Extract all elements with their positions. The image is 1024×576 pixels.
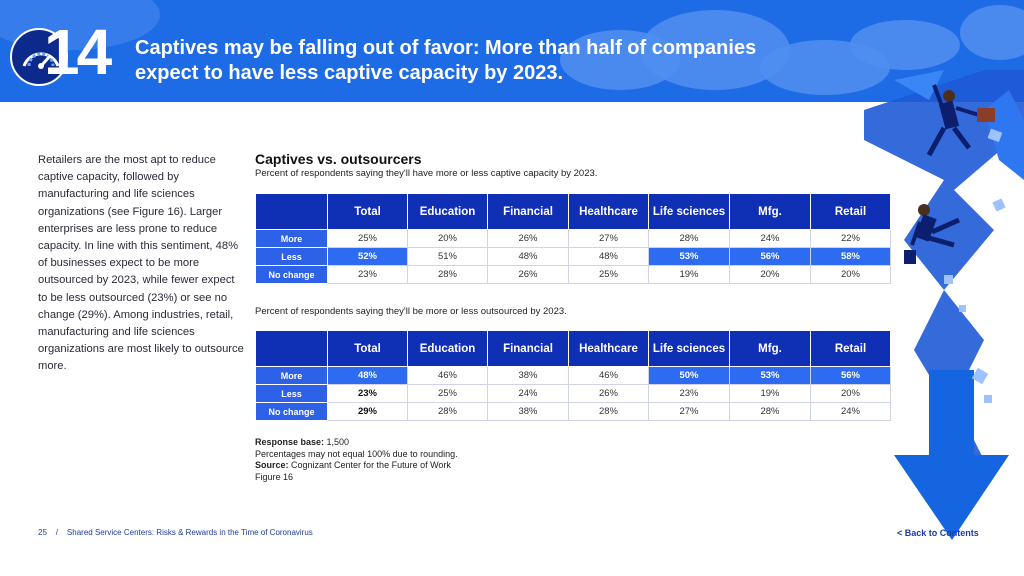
table-cell: 20%: [729, 265, 811, 284]
table-cell: 24%: [729, 229, 811, 248]
table-cell: 28%: [648, 229, 730, 248]
table-cell: 53%: [648, 247, 730, 266]
table-cell: 19%: [729, 384, 811, 403]
row-label: No change: [255, 402, 328, 421]
table-row: No change 29% 28% 38% 28% 27% 28% 24%: [255, 402, 891, 421]
column-header: Healthcare: [568, 193, 649, 230]
figure-notes: Response base: 1,500 Percentages may not…: [255, 437, 458, 483]
outsourced-table: Total Education Financial Healthcare Life sc…: [255, 330, 891, 421]
figure-subtitle-outsourced: Percent of respondents saying they'll be…: [255, 306, 567, 317]
section-number: 14: [44, 16, 112, 88]
column-header: Total: [327, 330, 408, 367]
footer-separator: /: [55, 528, 59, 537]
table-cell: 22%: [810, 229, 891, 248]
table-header-row: Total Education Financial Healthcare Life sc…: [255, 193, 891, 230]
table-cell: 23%: [327, 265, 408, 284]
speedometer-icon: [10, 28, 68, 86]
table-cell: 25%: [407, 384, 488, 403]
column-header: Total: [327, 193, 408, 230]
falling-arrow-illustration: [864, 70, 1024, 540]
back-to-contents-link[interactable]: < Back to Contents: [897, 528, 979, 538]
table-cell: 46%: [407, 366, 488, 385]
table-cell: 19%: [648, 265, 730, 284]
table-cell: 53%: [729, 366, 811, 385]
table-cell: 48%: [568, 247, 649, 266]
page-number: 25: [38, 528, 47, 537]
table-cell: 28%: [407, 265, 488, 284]
column-header: Mfg.: [729, 330, 811, 367]
table-cell: 38%: [487, 366, 569, 385]
row-label: No change: [255, 265, 328, 284]
header-banner: 14 Captives may be falling out of favor:…: [0, 0, 1024, 102]
falling-person-icon: [904, 204, 961, 264]
table-header-row: Total Education Financial Healthcare Life sc…: [255, 330, 891, 367]
row-label: Less: [255, 247, 328, 266]
table-cell: 56%: [810, 366, 891, 385]
table-row: More 48% 46% 38% 46% 50% 53% 56%: [255, 366, 891, 385]
document-title: Shared Service Centers: Risks & Rewards …: [66, 528, 313, 537]
figure-subtitle-captive: Percent of respondents saying they'll ha…: [255, 168, 598, 179]
table-corner: [255, 193, 328, 230]
table-cell: 24%: [487, 384, 569, 403]
table-cell: 28%: [568, 402, 649, 421]
footer: 25 / Shared Service Centers: Risks & Rew…: [38, 528, 313, 537]
table-cell: 38%: [487, 402, 569, 421]
captive-capacity-table: Total Education Financial Healthcare Life sc…: [255, 193, 891, 284]
column-header: Financial: [487, 193, 569, 230]
table-cell: 29%: [327, 402, 408, 421]
row-label: Less: [255, 384, 328, 403]
table-cell: 20%: [810, 384, 891, 403]
figure-title: Captives vs. outsourcers: [255, 151, 422, 167]
table-cell: 26%: [568, 384, 649, 403]
cloud-decoration: [960, 5, 1024, 60]
column-header: Financial: [487, 330, 569, 367]
figure-label: Figure 16: [255, 471, 294, 482]
table-corner: [255, 330, 328, 367]
table-cell: 48%: [327, 366, 408, 385]
table-cell: 23%: [648, 384, 730, 403]
column-header: Life sciences: [648, 193, 730, 230]
row-label: More: [255, 366, 328, 385]
table-cell: 25%: [568, 265, 649, 284]
table-row: Less 52% 51% 48% 48% 53% 56% 58%: [255, 247, 891, 266]
rounding-note: Percentages may not equal 100% due to ro…: [255, 448, 458, 459]
table-cell: 24%: [810, 402, 891, 421]
table-cell: 28%: [407, 402, 488, 421]
table-cell: 46%: [568, 366, 649, 385]
column-header: Retail: [810, 330, 891, 367]
column-header: Healthcare: [568, 330, 649, 367]
source-note: Source: Cognizant Center for the Future …: [255, 460, 451, 470]
row-label: More: [255, 229, 328, 248]
column-header: Education: [407, 330, 488, 367]
body-paragraph: Retailers are the most apt to reduce cap…: [38, 154, 244, 373]
page-title: Captives may be falling out of favor: Mo…: [135, 37, 757, 84]
table-cell: 56%: [729, 247, 811, 266]
table-cell: 50%: [648, 366, 730, 385]
column-header: Mfg.: [729, 193, 811, 230]
table-cell: 58%: [810, 247, 891, 266]
table-row: Less 23% 25% 24% 26% 23% 19% 20%: [255, 384, 891, 403]
cloud-decoration: [850, 20, 960, 70]
table-cell: 48%: [487, 247, 569, 266]
table-cell: 27%: [648, 402, 730, 421]
table-cell: 27%: [568, 229, 649, 248]
table-cell: 26%: [487, 265, 569, 284]
falling-person-icon: [926, 84, 995, 157]
table-cell: 25%: [327, 229, 408, 248]
table-cell: 20%: [810, 265, 891, 284]
table-cell: 51%: [407, 247, 488, 266]
response-base: Response base: 1,500: [255, 437, 350, 447]
column-header: Retail: [810, 193, 891, 230]
table-cell: 20%: [407, 229, 488, 248]
column-header: Education: [407, 193, 488, 230]
table-cell: 23%: [327, 384, 408, 403]
table-row: No change 23% 28% 26% 25% 19% 20% 20%: [255, 265, 891, 284]
table-row: More 25% 20% 26% 27% 28% 24% 22%: [255, 229, 891, 248]
table-cell: 52%: [327, 247, 408, 266]
table-cell: 28%: [729, 402, 811, 421]
table-cell: 26%: [487, 229, 569, 248]
column-header: Life sciences: [648, 330, 730, 367]
